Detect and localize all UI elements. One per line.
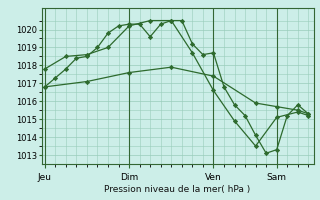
- X-axis label: Pression niveau de la mer( hPa ): Pression niveau de la mer( hPa ): [104, 185, 251, 194]
